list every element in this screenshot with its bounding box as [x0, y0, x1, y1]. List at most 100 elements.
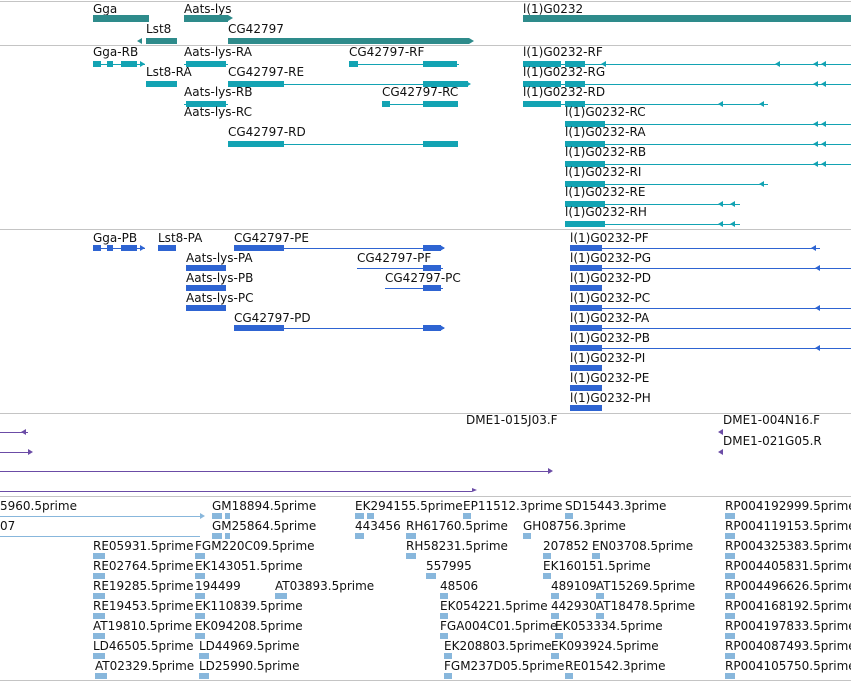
transcript-label[interactable]: Lst8-RA	[146, 65, 192, 79]
est-label[interactable]: RP004405831.5prime	[725, 559, 851, 573]
gene-label[interactable]: Lst8	[146, 22, 172, 36]
est-label[interactable]: GH08756.3prime	[523, 519, 626, 533]
protein-label[interactable]: Gga-PB	[93, 231, 138, 245]
est-label[interactable]: FGM220C09.5prime	[195, 539, 315, 553]
transcript-intron-line	[523, 104, 768, 105]
est-label[interactable]: EK094208.5prime	[195, 619, 303, 633]
transcript-label[interactable]: l(1)G0232-RA	[565, 125, 646, 139]
est-label[interactable]: RE05931.5prime	[93, 539, 194, 553]
est-label[interactable]: 5960.5prime	[0, 499, 77, 513]
protein-label[interactable]: Lst8-PA	[158, 231, 203, 245]
clone-label[interactable]: DME1-004N16.F	[723, 413, 821, 427]
protein-label[interactable]: CG42797-PF	[357, 251, 432, 265]
transcript-label[interactable]: CG42797-RC	[382, 85, 459, 99]
est-label[interactable]: EK110839.5prime	[195, 599, 303, 613]
est-label[interactable]: RP004192999.5prime	[725, 499, 851, 513]
est-label[interactable]: 07	[0, 519, 16, 533]
transcript-label[interactable]: CG42797-RD	[228, 125, 306, 139]
gene-label[interactable]: l(1)G0232	[523, 2, 584, 16]
est-label[interactable]: AT15269.5prime	[596, 579, 696, 593]
protein-label[interactable]: Aats-lys-PB	[186, 271, 254, 285]
est-label[interactable]: 489109	[551, 579, 597, 593]
transcript-label[interactable]: Gga-RB	[93, 45, 139, 59]
protein-label[interactable]: l(1)G0232-PC	[570, 291, 651, 305]
protein-label[interactable]: l(1)G0232-PB	[570, 331, 650, 345]
est-label[interactable]: 207852	[543, 539, 589, 553]
est-label[interactable]: EN03708.5prime	[592, 539, 694, 553]
transcript-label[interactable]: Aats-lys-RA	[184, 45, 252, 59]
gene-label[interactable]: Aats-lys	[184, 2, 232, 16]
est-label[interactable]: LD25990.5prime	[199, 659, 300, 673]
est-label[interactable]: RE19285.5prime	[93, 579, 194, 593]
strand-left-arrow-icon	[813, 121, 818, 127]
transcript-label[interactable]: CG42797-RE	[228, 65, 305, 79]
est-label[interactable]: SD15443.3prime	[565, 499, 667, 513]
est-label[interactable]: EK053334.5prime	[555, 619, 663, 633]
protein-label[interactable]: CG42797-PD	[234, 311, 311, 325]
est-label[interactable]: EP11512.3prime	[463, 499, 563, 513]
est-label[interactable]: RP004325383.5prime	[725, 539, 851, 553]
transcript-label[interactable]: l(1)G0232-RH	[565, 205, 647, 219]
est-label[interactable]: 443456	[355, 519, 401, 533]
transcript-label[interactable]: CG42797-RF	[349, 45, 425, 59]
est-label[interactable]: RP004496626.5prime	[725, 579, 851, 593]
est-label[interactable]: EK093924.5prime	[551, 639, 659, 653]
est-label[interactable]: EK294155.5prime	[355, 499, 463, 513]
est-label[interactable]: LD46505.5prime	[93, 639, 194, 653]
protein-label[interactable]: l(1)G0232-PF	[570, 231, 649, 245]
est-label[interactable]: FGM237D05.5prime	[444, 659, 565, 673]
protein-label[interactable]: l(1)G0232-PH	[570, 391, 651, 405]
est-label[interactable]: AT03893.5prime	[275, 579, 375, 593]
est-label[interactable]: RE01542.3prime	[565, 659, 666, 673]
est-label[interactable]: FGA004C01.5prime	[440, 619, 558, 633]
gene-label[interactable]: Gga	[93, 2, 118, 16]
protein-label[interactable]: l(1)G0232-PI	[570, 351, 646, 365]
protein-label[interactable]: l(1)G0232-PG	[570, 251, 652, 265]
est-label[interactable]: GM25864.5prime	[212, 519, 317, 533]
est-label[interactable]: LD44969.5prime	[199, 639, 300, 653]
est-label[interactable]: AT02329.5prime	[95, 659, 195, 673]
est-label[interactable]: EK160151.5prime	[543, 559, 651, 573]
est-label[interactable]: RE02764.5prime	[93, 559, 194, 573]
clone-label[interactable]: DME1-021G05.R	[723, 434, 822, 448]
transcript-label[interactable]: l(1)G0232-RF	[523, 45, 603, 59]
est-label[interactable]: RP004119153.5prime	[725, 519, 851, 533]
gene-label[interactable]: CG42797	[228, 22, 284, 36]
est-label[interactable]: GM18894.5prime	[212, 499, 317, 513]
est-label[interactable]: RP004168192.5prime	[725, 599, 851, 613]
est-label[interactable]: EK208803.5prime	[444, 639, 552, 653]
est-label[interactable]: RP004087493.5prime	[725, 639, 851, 653]
protein-label[interactable]: l(1)G0232-PA	[570, 311, 650, 325]
transcript-label[interactable]: l(1)G0232-RB	[565, 145, 647, 159]
protein-label[interactable]: CG42797-PC	[385, 271, 461, 285]
est-label[interactable]: RP004105750.5prime	[725, 659, 851, 673]
est-label[interactable]: EK054221.5prime	[440, 599, 548, 613]
transcript-label[interactable]: Aats-lys-RC	[184, 105, 252, 119]
est-label[interactable]: 194499	[195, 579, 241, 593]
est-label[interactable]: AT18478.5prime	[596, 599, 696, 613]
est-label[interactable]: RE19453.5prime	[93, 599, 194, 613]
protein-label[interactable]: Aats-lys-PC	[186, 291, 254, 305]
protein-label[interactable]: CG42797-PE	[234, 231, 309, 245]
est-label[interactable]: RH61760.5prime	[406, 519, 508, 533]
transcript-label[interactable]: Aats-lys-RB	[184, 85, 253, 99]
transcript-label[interactable]: l(1)G0232-RI	[565, 165, 642, 179]
protein-label[interactable]: Aats-lys-PA	[186, 251, 253, 265]
est-label[interactable]: 557995	[426, 559, 472, 573]
est-label[interactable]: 442930	[551, 599, 597, 613]
transcript-label[interactable]: l(1)G0232-RC	[565, 105, 646, 119]
protein-label[interactable]: l(1)G0232-PD	[570, 271, 651, 285]
transcript-label[interactable]: l(1)G0232-RD	[523, 85, 606, 99]
est-exon-block	[275, 593, 287, 599]
clone-label[interactable]: DME1-015J03.F	[466, 413, 558, 427]
est-label[interactable]: 48506	[440, 579, 479, 593]
transcript-label[interactable]: l(1)G0232-RE	[565, 185, 646, 199]
est-label[interactable]: EK143051.5prime	[195, 559, 303, 573]
strand-right-arrow-icon	[200, 513, 205, 519]
protein-label[interactable]: l(1)G0232-PE	[570, 371, 650, 385]
est-label[interactable]: AT19810.5prime	[93, 619, 193, 633]
protein-exon-block	[423, 265, 441, 271]
est-label[interactable]: RP004197833.5prime	[725, 619, 851, 633]
transcript-label[interactable]: l(1)G0232-RG	[523, 65, 606, 79]
est-label[interactable]: RH58231.5prime	[406, 539, 508, 553]
